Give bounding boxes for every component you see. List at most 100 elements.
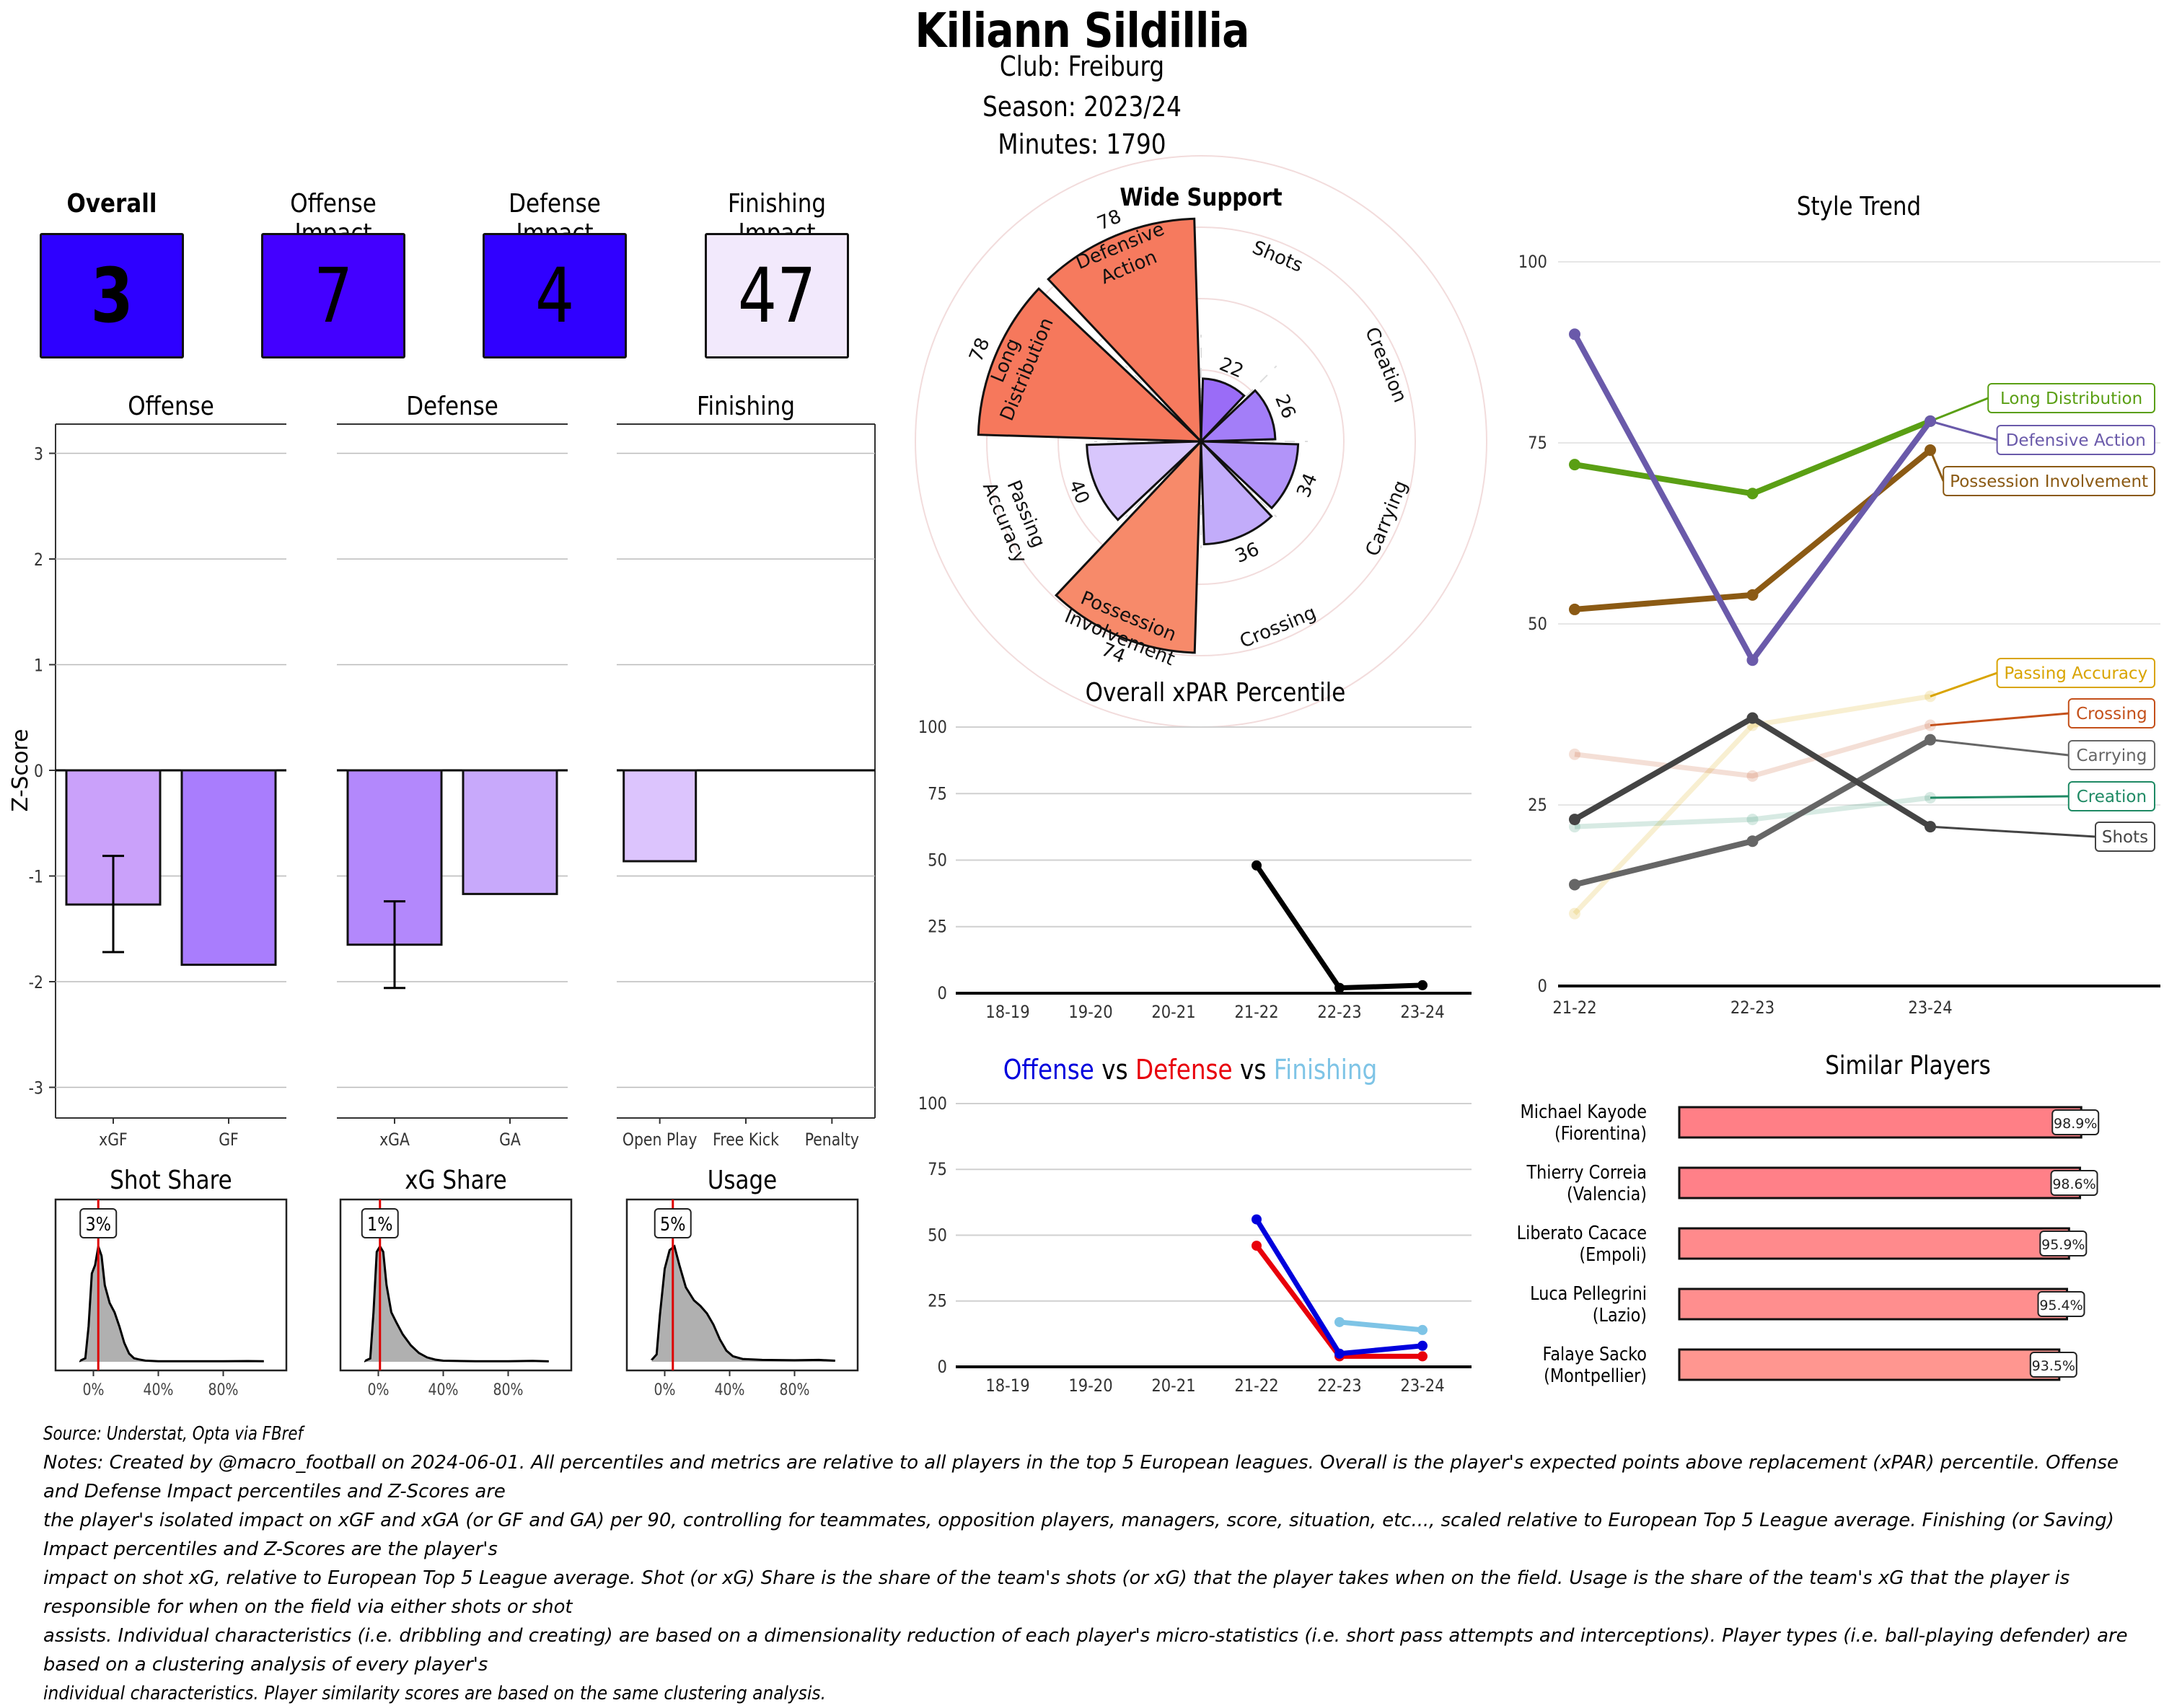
label-leader [1930, 397, 1989, 423]
marker-label: 5% [660, 1212, 685, 1235]
player-club: (Lazio) [1593, 1303, 1647, 1326]
x-tick-label: 40% [428, 1381, 458, 1399]
y-tick-label: 3 [34, 444, 43, 465]
similarity-bar [1678, 1227, 2070, 1260]
x-tick-label: xGA [379, 1130, 410, 1150]
y-tick-label: 25 [928, 1292, 947, 1312]
x-tick-label: 22-23 [1317, 1376, 1361, 1396]
player-club: (Valencia) [1567, 1182, 1647, 1205]
series-point [1417, 1351, 1428, 1362]
style-series-point [1569, 459, 1580, 471]
density-line [651, 1244, 835, 1362]
y-axis-label: Z-Score [8, 729, 33, 812]
label-leader [1930, 825, 2096, 838]
panel-title: Offense [128, 391, 214, 421]
x-tick-label: 18-19 [985, 1376, 1029, 1396]
notes-line: the player's isolated impact on xGF and … [43, 1510, 2114, 1560]
radar-category-text: Shots [1249, 237, 1306, 277]
label-leader [1930, 739, 2069, 757]
title-part: Finishing [1266, 1055, 1377, 1086]
marker-label-box [361, 1208, 399, 1238]
series-label-box [2067, 740, 2156, 770]
density-title: Usage [708, 1165, 777, 1195]
player-name: Michael Kayode [1521, 1100, 1647, 1122]
similarity-label: 93.5% [2032, 1358, 2075, 1374]
panel-title: Defense [406, 391, 498, 421]
title-part: vs [1094, 1055, 1128, 1086]
style-series-point [1569, 814, 1580, 826]
title-part: vs [1233, 1055, 1267, 1086]
kpi-value: 4 [535, 252, 575, 340]
radar-value-label: 36 [1232, 539, 1262, 568]
y-tick-label: 0 [34, 761, 43, 781]
series-label: Passing Accuracy [2004, 664, 2147, 683]
style-series-line [1574, 795, 1931, 829]
x-tick-label: 21-22 [1234, 1376, 1278, 1396]
density-line [364, 1244, 549, 1363]
chart-title: Overall xPAR Percentile [1086, 677, 1346, 708]
radar-value-label: 22 [1216, 353, 1246, 382]
radar-value-label: 34 [1293, 470, 1321, 501]
x-tick-label: Free Kick [713, 1130, 779, 1150]
label-leader [1930, 795, 2069, 799]
player-club: (Montpellier) [1544, 1364, 1647, 1386]
x-tick-label: 80% [493, 1381, 523, 1399]
player-name: Luca Pellegrini [1530, 1282, 1647, 1304]
radar-wedge [1054, 439, 1202, 654]
series-line [1337, 1319, 1425, 1333]
y-tick-label: 75 [928, 784, 947, 804]
radar-wedge [1047, 217, 1202, 444]
style-series-point [1746, 654, 1759, 666]
x-tick-label: 23-24 [1400, 1003, 1444, 1023]
style-series-point [1746, 770, 1759, 782]
series-label: Shots [2102, 828, 2148, 847]
density-line [79, 1246, 264, 1363]
series-label: Possession Involvement [1950, 472, 2148, 491]
notes-line: individual characteristics. Player simil… [43, 1683, 826, 1704]
radar-value-label: 40 [1064, 477, 1093, 507]
y-tick-label: 0 [1538, 977, 1547, 997]
label-leader [1930, 712, 2069, 727]
x-tick-label: 0% [654, 1381, 676, 1399]
x-tick-label: 22-23 [1317, 1003, 1361, 1023]
player-name: Thierry Correia [1526, 1161, 1647, 1183]
x-tick-label: 19-20 [1068, 1003, 1112, 1023]
radar-wedge [1200, 377, 1246, 444]
x-tick-label: 18-19 [985, 1003, 1029, 1023]
y-tick-label: 100 [918, 1094, 947, 1114]
x-tick-label: Penalty [805, 1130, 859, 1150]
series-label: Long Distribution [2000, 389, 2142, 408]
source-text: Source: Understat, Opta via FBref [43, 1423, 303, 1445]
series-label-box [2067, 698, 2156, 728]
kpi-tile: 7 [261, 233, 405, 358]
footer-notes: Source: Understat, Opta via FBref Notes:… [43, 1419, 2157, 1708]
style-series-line [1573, 693, 1931, 916]
radar-category-label: Creation [1360, 324, 1411, 405]
y-tick-label: 50 [928, 1225, 947, 1246]
density-area [651, 1246, 835, 1362]
y-tick-label: 75 [928, 1160, 947, 1180]
series-point [1334, 1316, 1345, 1327]
series-label: Carrying [2076, 747, 2147, 765]
radar-wedge [1086, 440, 1204, 521]
x-tick-label: 22-23 [1730, 998, 1774, 1018]
x-tick-label: 23-24 [1400, 1376, 1444, 1396]
y-tick-label: 0 [938, 1357, 947, 1378]
radar-category-text: Creation [1360, 324, 1411, 405]
x-tick-label: 21-22 [1552, 998, 1596, 1018]
y-tick-label: 0 [938, 984, 947, 1004]
series-point [1252, 1214, 1262, 1225]
radar-value-label: 26 [1270, 392, 1299, 422]
series-label: Creation [2077, 788, 2147, 806]
y-tick-label: 25 [1528, 796, 1547, 816]
chart-title: Offense vs Defense vs Finishing [1003, 1055, 1378, 1086]
radar-title: Wide Support [1120, 184, 1282, 212]
y-tick-label: 1 [34, 656, 43, 676]
marker-label: 1% [367, 1212, 392, 1235]
notes-line: impact on shot xG, relative to European … [43, 1567, 2070, 1618]
radar-ring [1057, 298, 1345, 585]
similarity-label: 98.6% [2052, 1176, 2095, 1192]
x-tick-label: 23-24 [1908, 998, 1952, 1018]
series-point [1334, 1348, 1345, 1359]
